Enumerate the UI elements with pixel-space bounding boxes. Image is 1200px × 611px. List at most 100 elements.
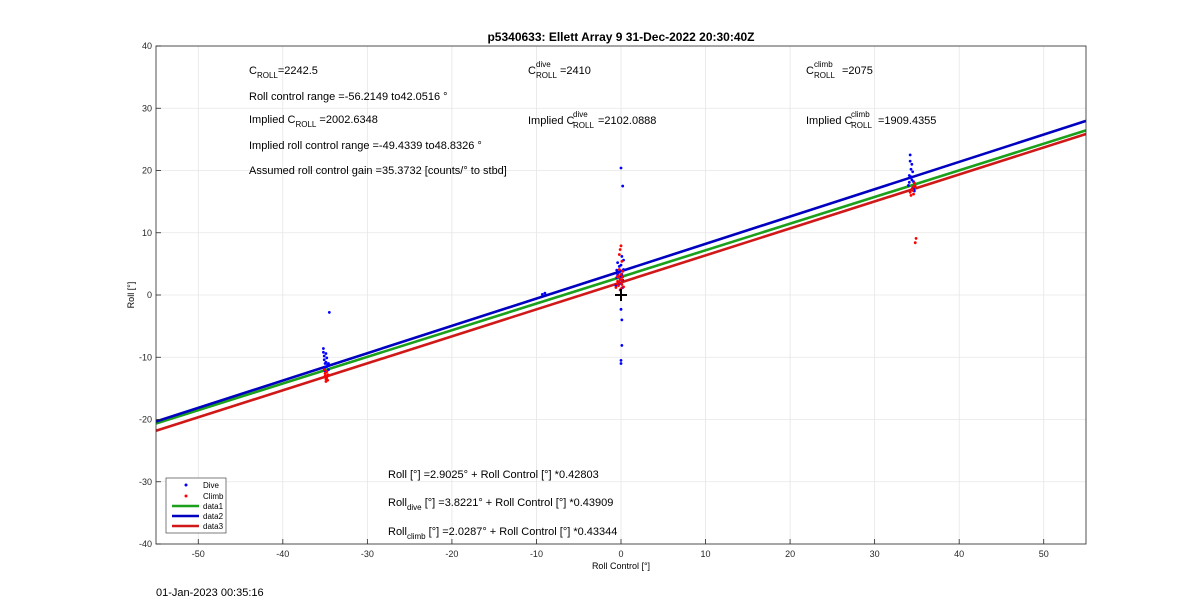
climb-point <box>325 370 329 373</box>
climb-point <box>617 253 621 256</box>
x-tick-label: 20 <box>785 549 795 559</box>
y-tick-label: 10 <box>142 228 152 238</box>
dive-point <box>615 268 619 272</box>
chart-title: p5340633: Ellett Array 9 31-Dec-2022 20:… <box>487 30 754 44</box>
climb-point <box>912 192 915 196</box>
annotation-implied-c-roll-dive: Implied C dive ROLL =2102.0888 <box>528 108 656 131</box>
x-tick-label: 30 <box>870 549 880 559</box>
climb-point <box>617 281 621 284</box>
x-tick-label: -50 <box>192 549 205 559</box>
dive-point <box>327 368 330 372</box>
footer-timestamp: 01-Jan-2023 00:35:16 <box>156 587 264 599</box>
climb-point <box>621 269 625 273</box>
annotation-c-roll: CROLL=2242.5 <box>249 65 318 80</box>
x-tick-label: 10 <box>701 549 711 559</box>
dive-point <box>324 352 328 355</box>
y-tick-label: -30 <box>139 477 152 487</box>
climb-point <box>326 373 330 377</box>
climb-point <box>912 181 916 185</box>
legend-label-data2: data2 <box>203 512 224 521</box>
y-tick-label: 20 <box>142 166 152 176</box>
climb-point <box>620 283 624 286</box>
dive-point <box>620 318 624 322</box>
dive-point <box>907 180 911 184</box>
y-tick-label: 40 <box>142 41 152 51</box>
x-tick-label: 40 <box>954 549 964 559</box>
ticks: -50 -40 -30 -20 -10 0 10 20 30 40 50 -40 -30 -20 -10 0 1… <box>139 41 1049 559</box>
climb-point <box>618 248 622 251</box>
dive-point <box>909 175 913 179</box>
climb-point <box>617 274 620 278</box>
fit-line-data3 <box>155 132 1087 433</box>
dive-point <box>543 291 547 295</box>
climb-point <box>615 282 619 286</box>
legend-label-data3: data3 <box>203 522 224 531</box>
dive-point <box>322 358 326 362</box>
climb-point <box>619 273 623 276</box>
annotation-c-roll-climb: C climb ROLL =2075 <box>806 58 873 81</box>
dive-point <box>619 358 623 362</box>
data-points <box>322 153 918 383</box>
annotation-implied-roll-range: Implied roll control range =-49.4339 to4… <box>249 140 482 152</box>
legend-label-dive: Dive <box>203 481 220 490</box>
legend-label-climb: Climb <box>203 492 224 501</box>
climb-point <box>913 241 917 245</box>
annotation-implied-c-roll-climb: Implied C climb ROLL =1909.4355 <box>806 108 936 131</box>
dive-point <box>617 271 620 274</box>
climb-point <box>322 368 326 372</box>
climb-point <box>619 244 623 248</box>
climb-point <box>614 286 618 289</box>
dive-point <box>908 159 912 163</box>
y-tick-label: -10 <box>139 352 152 362</box>
legend: Dive Climb data1 data2 data3 <box>165 477 227 534</box>
dive-point <box>619 362 623 365</box>
annotation-roll-control-range: Roll control range =-56.2149 to42.0516 ° <box>249 91 448 103</box>
y-axis-label: Roll [°] <box>126 282 136 309</box>
climb-point <box>620 259 624 263</box>
origin-marker <box>615 289 627 301</box>
climb-point <box>323 372 327 375</box>
dive-point <box>911 170 915 174</box>
climb-point <box>913 184 917 188</box>
x-axis-label: Roll Control [°] <box>592 561 650 571</box>
fit-equation-climb: Rollclimb [°] =2.0287° + Roll Control [°… <box>388 526 617 541</box>
annotation-c-roll-dive: C dive ROLL =2410 <box>528 58 591 81</box>
climb-point <box>325 376 329 380</box>
legend-label-data1: data1 <box>203 502 224 511</box>
x-tick-label: -10 <box>530 549 543 559</box>
x-tick-label: 50 <box>1039 549 1049 559</box>
dive-point <box>322 354 326 358</box>
x-tick-label: -30 <box>361 549 374 559</box>
climb-point <box>908 190 912 194</box>
y-tick-label: 0 <box>147 290 152 300</box>
climb-point <box>911 189 915 192</box>
dive-point <box>325 356 329 360</box>
x-tick-label: -20 <box>445 549 458 559</box>
dive-point <box>619 307 623 311</box>
legend-marker-dive <box>184 483 188 487</box>
y-tick-label: -20 <box>139 415 152 425</box>
annotation-implied-c-roll: Implied CROLL =2002.6348 <box>249 114 378 129</box>
legend-marker-climb <box>184 494 188 498</box>
fit-equation-all: Roll [°] =2.9025° + Roll Control [°] *0.… <box>388 469 599 481</box>
climb-point <box>326 378 330 382</box>
climb-point <box>620 278 624 282</box>
dive-point <box>910 178 914 182</box>
dive-point <box>619 263 623 267</box>
dive-point <box>322 347 325 350</box>
dive-point <box>619 166 623 170</box>
dive-point <box>620 344 624 347</box>
dive-point <box>324 360 328 364</box>
climb-point <box>323 374 327 378</box>
dive-point <box>908 153 912 157</box>
dive-point <box>910 162 914 166</box>
dive-point <box>620 255 624 258</box>
dive-point <box>907 184 910 187</box>
climb-point <box>914 236 918 240</box>
dive-point <box>909 167 913 171</box>
dive-point <box>540 292 544 296</box>
y-tick-label: -40 <box>139 539 152 549</box>
climb-point <box>622 285 625 289</box>
fit-equation-dive: Rolldive [°] =3.8221° + Roll Control [°]… <box>388 497 613 512</box>
